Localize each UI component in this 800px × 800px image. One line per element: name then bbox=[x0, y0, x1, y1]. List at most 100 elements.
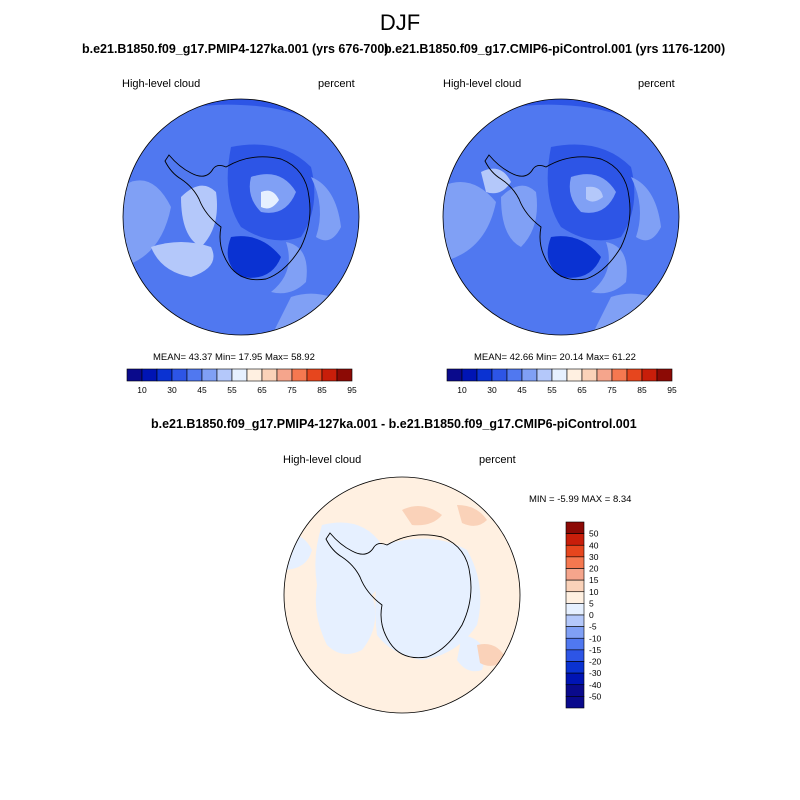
colorbar-swatch bbox=[565, 544, 585, 558]
stats-difference: MIN = -5.99 MAX = 8.34 bbox=[529, 494, 632, 505]
map-field-band-west bbox=[123, 180, 171, 267]
colorbar-swatch bbox=[216, 368, 233, 382]
colorbar-tick-label: 10 bbox=[457, 385, 467, 395]
colorbar-tick-label: -20 bbox=[589, 657, 602, 667]
colorbar-swatch bbox=[565, 556, 585, 569]
antarctica-coastline bbox=[164, 154, 311, 281]
stats-control: MEAN= 42.66 Min= 20.14 Max= 61.22 bbox=[474, 352, 636, 363]
colorbar-swatch bbox=[565, 603, 585, 616]
variable-label-difference: High-level cloud bbox=[283, 454, 362, 466]
colorbar-tick-label: 20 bbox=[589, 564, 599, 574]
colorbar-swatch bbox=[186, 368, 203, 382]
colorbar-swatch bbox=[596, 368, 613, 382]
variable-label-test: High-level cloud bbox=[122, 78, 201, 90]
colorbar-swatch bbox=[565, 649, 585, 662]
colorbar-tick-label: -50 bbox=[589, 691, 602, 701]
colorbar-tick-label: 30 bbox=[167, 385, 177, 395]
colorbar-swatch bbox=[126, 368, 143, 382]
colorbar-swatch bbox=[565, 591, 585, 604]
map-field-light-east bbox=[271, 242, 307, 294]
colorbar-tick-label: 65 bbox=[257, 385, 267, 395]
figure-title: DJF bbox=[379, 10, 421, 35]
colorbar-tick-label: 65 bbox=[577, 385, 587, 395]
panel-title-test: b.e21.B1850.f09_g17.PMIP4-127ka.001 (yrs… bbox=[82, 42, 389, 56]
colorbar-swatch bbox=[156, 368, 173, 382]
colorbar-tick-label: 75 bbox=[287, 385, 297, 395]
colorbar-tick-label: 55 bbox=[547, 385, 557, 395]
colorbar-tick-label: -30 bbox=[589, 668, 602, 678]
colorbar-swatch bbox=[446, 368, 463, 382]
colorbar-swatch bbox=[626, 368, 643, 382]
colorbar-control: 10 30 45 55 65 75 85 95 bbox=[446, 368, 677, 395]
map-field-light-west bbox=[151, 242, 214, 277]
colorbar-swatch bbox=[641, 368, 658, 382]
colorbar-swatch bbox=[306, 368, 323, 382]
colorbar-swatch bbox=[656, 368, 673, 382]
map-field-negative-continent bbox=[375, 538, 481, 660]
colorbar-tick-label: 30 bbox=[589, 552, 599, 562]
colorbar-swatch bbox=[565, 533, 585, 546]
colorbar-tick-label: 75 bbox=[607, 385, 617, 395]
units-label-test: percent bbox=[318, 78, 355, 90]
colorbar-swatch bbox=[321, 368, 338, 382]
colorbar-tick-label: 50 bbox=[589, 529, 599, 539]
colorbar-swatch bbox=[581, 368, 598, 382]
colorbar-tick-label: 15 bbox=[589, 575, 599, 585]
panel-title-control: b.e21.B1850.f09_g17.CMIP6-piControl.001 … bbox=[384, 42, 726, 56]
colorbar-swatch bbox=[565, 661, 585, 674]
colorbar-tick-label: -5 bbox=[589, 622, 597, 632]
colorbar-swatch bbox=[565, 579, 585, 593]
colorbar-swatch bbox=[551, 368, 568, 382]
colorbar-tick-label: 5 bbox=[589, 598, 594, 608]
colorbar-tick-label: 10 bbox=[137, 385, 147, 395]
colorbar-tick-label: 10 bbox=[589, 587, 599, 597]
colorbar-tick-label: -15 bbox=[589, 645, 602, 655]
colorbar-swatch bbox=[565, 521, 585, 534]
colorbar-swatch bbox=[611, 368, 628, 382]
colorbar-swatch bbox=[565, 626, 585, 639]
colorbar-swatch bbox=[565, 684, 585, 697]
colorbar-test: 10 30 45 55 65 75 85 95 bbox=[126, 368, 357, 395]
map-field-white-spot bbox=[586, 186, 603, 202]
colorbar-tick-label: -10 bbox=[589, 633, 602, 643]
colorbar-swatch bbox=[506, 368, 523, 382]
map-field-light-peninsula bbox=[181, 185, 217, 247]
colorbar-tick-label: 45 bbox=[517, 385, 527, 395]
polar-map-test bbox=[122, 98, 360, 336]
colorbar-tick-label: 95 bbox=[667, 385, 677, 395]
colorbar-swatch bbox=[536, 368, 553, 382]
map-field-light-west bbox=[481, 168, 511, 194]
antarctica-coastline bbox=[484, 154, 631, 281]
colorbar-tick-label: 55 bbox=[227, 385, 237, 395]
colorbar-tick-label: 0 bbox=[589, 610, 594, 620]
colorbar-tick-label: 45 bbox=[197, 385, 207, 395]
map-field-positive-north bbox=[402, 506, 442, 526]
map-field-band-west bbox=[443, 182, 496, 262]
colorbar-swatch bbox=[246, 368, 263, 382]
variable-label-control: High-level cloud bbox=[443, 78, 522, 90]
colorbar-swatch bbox=[231, 368, 248, 382]
colorbar-swatch bbox=[565, 696, 585, 709]
colorbar-swatch bbox=[141, 368, 158, 382]
colorbar-swatch bbox=[171, 368, 188, 382]
stats-test: MEAN= 43.37 Min= 17.95 Max= 58.92 bbox=[153, 352, 315, 363]
antarctica-coastline bbox=[325, 532, 472, 659]
colorbar-swatch bbox=[336, 368, 353, 382]
colorbar-swatch bbox=[491, 368, 508, 382]
colorbar-tick-label: -40 bbox=[589, 680, 602, 690]
colorbar-tick-label: 95 bbox=[347, 385, 357, 395]
colorbar-tick-label: 30 bbox=[487, 385, 497, 395]
colorbar-swatch bbox=[276, 368, 293, 382]
map-field-positive-northeast bbox=[457, 505, 487, 526]
polar-map-difference bbox=[283, 476, 521, 714]
map-field-light-edge bbox=[631, 177, 661, 241]
map-field-dark-ross bbox=[547, 236, 601, 278]
units-label-difference: percent bbox=[479, 454, 516, 466]
map-field-light-peninsula bbox=[501, 185, 537, 247]
colorbar-swatch bbox=[521, 368, 538, 382]
colorbar-swatch bbox=[261, 368, 278, 382]
colorbar-swatch bbox=[565, 568, 585, 581]
colorbar-swatch bbox=[565, 614, 585, 627]
map-field-negative-east bbox=[457, 635, 485, 672]
